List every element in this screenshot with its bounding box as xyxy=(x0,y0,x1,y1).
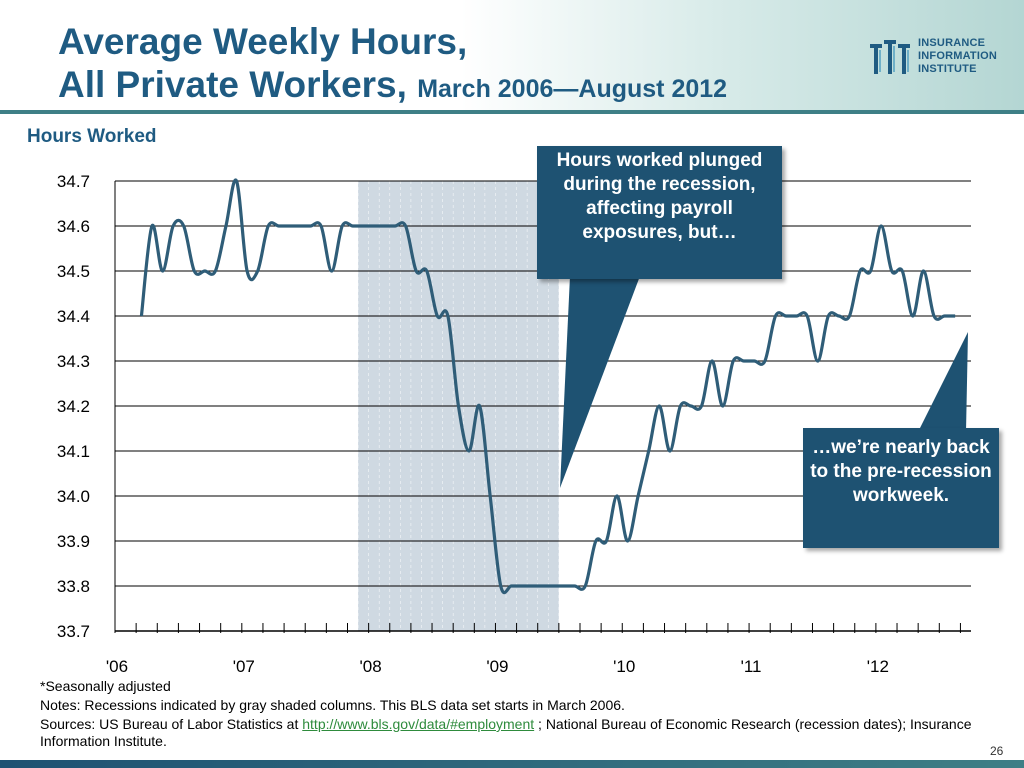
y-tick-label: 34.2 xyxy=(57,397,90,416)
iii-logo-icon xyxy=(870,40,910,74)
y-axis-title: Hours Worked xyxy=(27,126,157,147)
x-tick-label: '09 xyxy=(486,657,508,676)
recession-callout-pointer xyxy=(560,276,640,488)
y-tick-label: 33.8 xyxy=(57,577,90,596)
title-line1: Average Weekly Hours, xyxy=(58,21,468,62)
recovery-callout: …we’re nearly back to the pre-recession … xyxy=(803,428,999,548)
recession-callout: Hours worked plunged during the recessio… xyxy=(537,146,782,279)
title-banner xyxy=(0,0,1024,112)
y-tick-label: 34.1 xyxy=(57,442,90,461)
x-tick-label: '08 xyxy=(360,657,382,676)
y-tick-label: 34.0 xyxy=(57,487,90,506)
page-number: 26 xyxy=(990,744,1004,758)
sources-prefix: Sources: US Bureau of Labor Statistics a… xyxy=(40,716,303,732)
logo-line3: INSTITUTE xyxy=(918,63,977,75)
sources-suffix: ; National Bureau of Economic Research (… xyxy=(40,716,972,749)
title-line2: All Private Workers, xyxy=(58,64,407,105)
footnotes: *Seasonally adjusted Notes: Recessions i… xyxy=(40,678,1000,752)
x-tick-label: '07 xyxy=(233,657,255,676)
y-tick-label: 34.6 xyxy=(57,217,90,236)
title-rule xyxy=(0,110,1024,114)
seasonal-note: *Seasonally adjusted xyxy=(40,678,171,694)
y-tick-label: 33.9 xyxy=(57,532,90,551)
y-tick-label: 33.7 xyxy=(57,622,90,641)
recession-note: Notes: Recessions indicated by gray shad… xyxy=(40,697,625,713)
title-subtitle: March 2006—August 2012 xyxy=(417,75,728,103)
x-tick-label: '11 xyxy=(741,657,762,676)
bls-link[interactable]: http://www.bls.gov/data/#employment xyxy=(302,716,535,732)
slide-title: Average Weekly Hours, All Private Worker… xyxy=(58,20,727,111)
logo-wordmark: INSURANCE INFORMATION INSTITUTE xyxy=(918,37,997,76)
iii-logo: INSURANCE INFORMATION INSTITUTE xyxy=(868,36,1018,80)
x-tick-label: '06 xyxy=(106,657,128,676)
x-tick-label: '10 xyxy=(613,657,635,676)
footer-bar xyxy=(0,760,1024,768)
title-line2-wrap: All Private Workers, March 2006—August 2… xyxy=(58,63,727,111)
y-tick-label: 34.3 xyxy=(57,352,90,371)
logo-line2: INFORMATION xyxy=(918,50,997,62)
sources-note: Sources: US Bureau of Labor Statistics a… xyxy=(40,716,1000,750)
x-tick-label: '12 xyxy=(867,657,889,676)
y-tick-label: 34.7 xyxy=(57,172,90,191)
recovery-callout-pointer xyxy=(918,332,968,432)
y-tick-label: 34.4 xyxy=(57,307,90,326)
logo-line1: INSURANCE xyxy=(918,37,986,49)
y-tick-label: 34.5 xyxy=(57,262,90,281)
